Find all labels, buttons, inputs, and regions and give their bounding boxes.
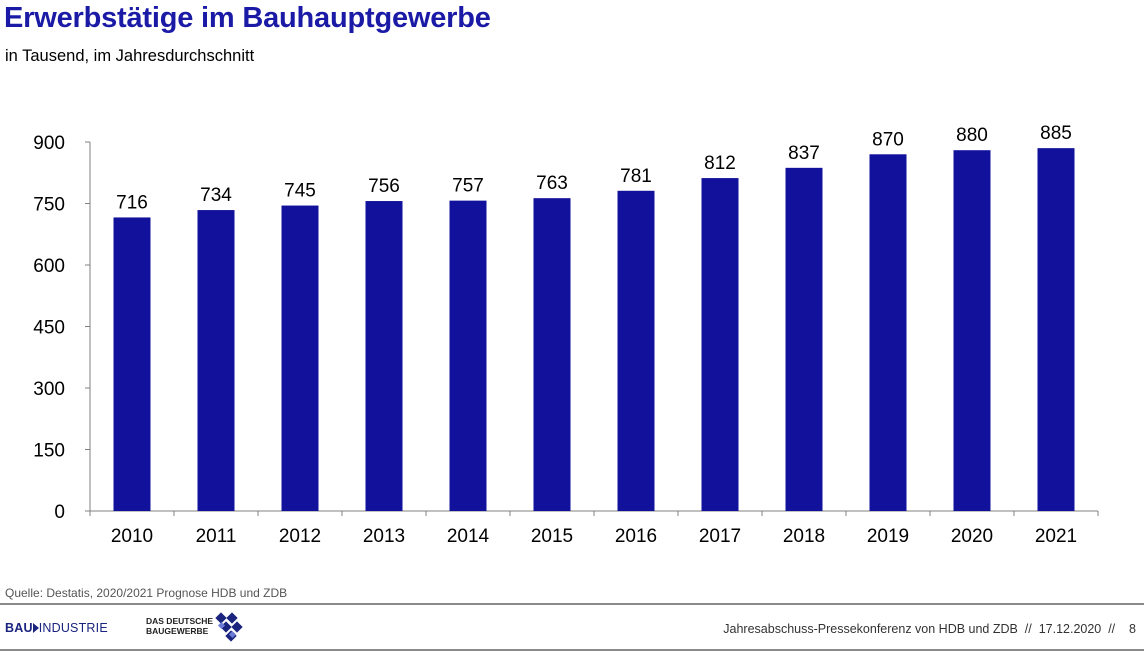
bauindustrie-logo: BAU INDUSTRIE <box>5 621 108 635</box>
bar <box>869 154 907 512</box>
data-label: 870 <box>872 129 904 150</box>
zdb-logo-text: DAS DEUTSCHE BAUGEWERBE <box>146 616 213 636</box>
footer-divider-bottom <box>0 649 1144 651</box>
source-note: Quelle: Destatis, 2020/2021 Prognose HDB… <box>5 586 288 600</box>
x-tick-label: 2020 <box>951 526 993 547</box>
y-tick-label: 150 <box>33 441 65 462</box>
bar <box>701 178 739 511</box>
x-tick-label: 2016 <box>615 526 657 547</box>
data-label: 837 <box>788 143 820 164</box>
chart-subtitle: in Tausend, im Jahresdurchschnitt <box>5 47 255 65</box>
x-tick-label: 2011 <box>196 526 237 547</box>
bar <box>365 201 403 512</box>
bar-chart: 0 150 300 450 600 750 900 716 2010 734 2011 745 2012… <box>33 123 1099 547</box>
footer-event-text: Jahresabschuss-Pressekonferenz von HDB u… <box>723 622 1136 636</box>
chart-title: Erwerbstätige im Bauhauptgewerbe <box>4 2 491 34</box>
data-label: 763 <box>536 173 568 194</box>
data-label: 757 <box>452 176 484 197</box>
data-label: 756 <box>368 176 400 197</box>
bar <box>113 217 151 511</box>
x-tick-label: 2014 <box>447 526 490 547</box>
data-label: 734 <box>200 185 232 206</box>
data-label: 880 <box>956 125 988 146</box>
bar <box>281 205 319 512</box>
y-tick-label: 0 <box>54 502 65 523</box>
bar <box>449 200 487 511</box>
logo-bau-rest: INDUSTRIE <box>38 621 108 635</box>
logo-zdb-line1: DAS DEUTSCHE <box>146 616 214 626</box>
data-label: 812 <box>704 153 736 174</box>
data-label: 885 <box>1040 123 1072 144</box>
y-tick-label: 900 <box>33 133 65 154</box>
x-tick-label: 2021 <box>1035 526 1077 547</box>
bar <box>617 190 655 512</box>
data-label: 781 <box>620 166 652 187</box>
logo-bau-bold: BAU <box>5 621 33 635</box>
x-tick-label: 2010 <box>111 526 153 547</box>
bar <box>953 150 991 511</box>
y-tick-label: 750 <box>33 195 65 216</box>
y-tick-label: 300 <box>33 379 65 400</box>
logo-zdb-line2: BAUGEWERBE <box>146 626 209 636</box>
logo-chevron-icon <box>32 622 39 633</box>
x-tick-label: 2017 <box>699 526 741 547</box>
bar <box>1037 148 1075 511</box>
bar <box>785 167 823 511</box>
x-tick-label: 2013 <box>363 526 405 547</box>
x-tick-label: 2012 <box>279 526 321 547</box>
bar <box>533 198 571 512</box>
y-tick-label: 600 <box>33 256 65 277</box>
x-tick-label: 2015 <box>531 526 573 547</box>
x-tick-label: 2018 <box>783 526 825 547</box>
x-tick-label: 2019 <box>867 526 909 547</box>
data-label: 716 <box>116 192 148 213</box>
y-tick-label: 450 <box>33 318 65 339</box>
footer-divider-top <box>0 603 1144 605</box>
bar <box>197 210 235 511</box>
zdb-cubes-logo-icon <box>215 612 243 642</box>
data-label: 745 <box>284 181 316 202</box>
